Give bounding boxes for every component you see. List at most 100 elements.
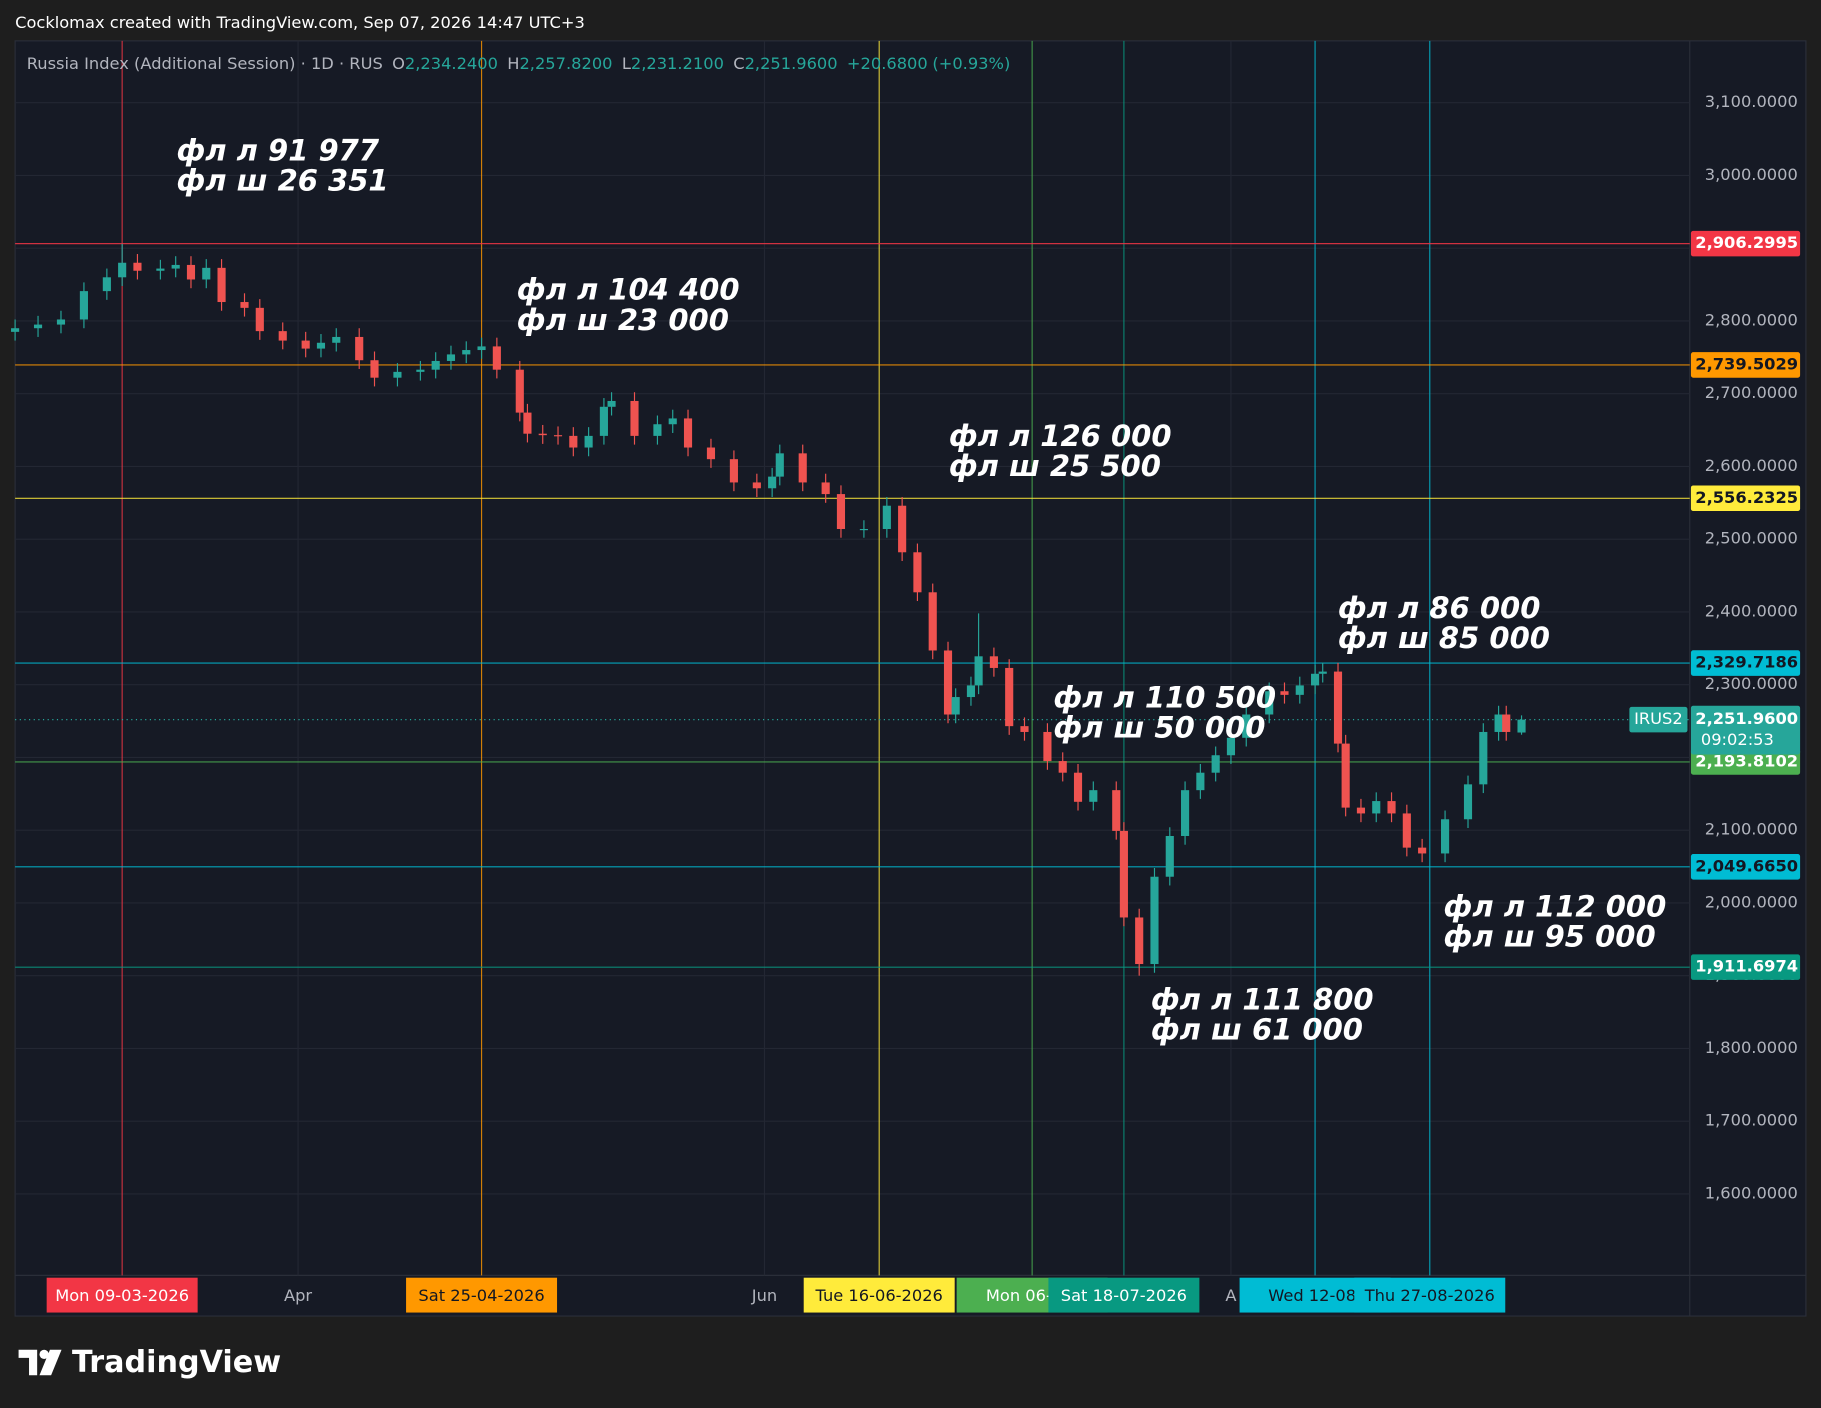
- y-tick-label: 2,700.0000: [1705, 383, 1798, 402]
- date-label-box: [1354, 1277, 1506, 1313]
- y-tick-label: 1,700.0000: [1705, 1111, 1798, 1130]
- candle-body: [1418, 847, 1427, 854]
- candle-body: [1226, 737, 1236, 756]
- candle-body: [798, 453, 807, 483]
- candle-body: [569, 435, 578, 448]
- candle-body: [1112, 790, 1121, 831]
- candle-body: [1135, 917, 1144, 965]
- candle-body: [156, 268, 165, 271]
- x-tick-label: A: [1225, 1286, 1236, 1305]
- candle-body: [1494, 714, 1503, 732]
- candle-body: [1356, 807, 1366, 814]
- candle-body: [492, 346, 501, 370]
- candle-body: [1089, 790, 1098, 802]
- annotation: фл ш 95 000: [1444, 920, 1656, 954]
- level-label: 2,556.2325: [1695, 488, 1798, 507]
- symbol-tag: IRUS2: [1634, 709, 1683, 728]
- candle-body: [1372, 801, 1381, 814]
- candle-body: [1280, 691, 1289, 695]
- x-tick-label: Thu 27-08-2026: [1364, 1286, 1495, 1305]
- candle-body: [584, 435, 593, 448]
- candle-body: [118, 262, 127, 278]
- logo-shape: [39, 1349, 62, 1376]
- candle-body: [171, 264, 180, 269]
- candle-body: [332, 336, 341, 343]
- annotation: фл ш 85 000: [1338, 621, 1550, 655]
- date-label-box: [803, 1277, 955, 1313]
- annotation: фл ш 50 000: [1053, 711, 1265, 745]
- candle-body: [79, 291, 88, 320]
- x-tick-label: Jun: [751, 1286, 777, 1305]
- x-tick-label: Sat 18-07-2026: [1061, 1286, 1187, 1305]
- candle-body: [1119, 830, 1128, 918]
- change-pct: (+0.93%): [932, 54, 1010, 73]
- level-label-box: [1690, 749, 1801, 775]
- candle-body: [1211, 755, 1220, 773]
- level-label: 2,329.7186: [1695, 653, 1798, 672]
- annotation: фл л 91 977: [177, 133, 380, 167]
- candle-body: [729, 459, 738, 483]
- countdown: 09:02:53: [1701, 730, 1774, 749]
- annotation: фл ш 23 000: [517, 303, 729, 337]
- candle-body: [1341, 743, 1350, 808]
- candle-body: [1333, 671, 1343, 744]
- chart-frame: [14, 40, 1807, 1317]
- chart-title: Cocklomax created with TradingView.com, …: [15, 13, 585, 32]
- candle-body: [477, 346, 486, 351]
- candle-body: [370, 360, 379, 378]
- candle-body: [355, 336, 364, 361]
- candle-body: [33, 324, 43, 329]
- candle-body: [1265, 691, 1274, 715]
- candle-body: [607, 400, 616, 407]
- level-label: 2,049.6650: [1695, 856, 1798, 875]
- candle-body: [1242, 714, 1251, 738]
- y-tick-label: 2,300.0000: [1705, 674, 1798, 693]
- candle-body: [11, 328, 20, 332]
- ohlc-value: 2,231.2100: [631, 54, 724, 73]
- level-label: 2,906.2995: [1695, 233, 1798, 252]
- candle-body: [706, 447, 716, 460]
- candle-body: [255, 307, 264, 332]
- candle-body: [202, 267, 211, 280]
- candle-body: [301, 340, 310, 349]
- date-label-box: [46, 1277, 198, 1313]
- candle-body: [56, 319, 66, 325]
- candle-body: [974, 656, 983, 686]
- candle-body: [913, 552, 922, 593]
- candle-body: [668, 418, 677, 425]
- candle-body: [316, 342, 326, 349]
- y-tick-label: 1,600.0000: [1705, 1183, 1798, 1202]
- level-label: 2,193.8102: [1695, 751, 1798, 770]
- candle-body: [278, 331, 287, 341]
- candle-body: [1295, 685, 1304, 695]
- last-price-label: 2,251.9600: [1695, 709, 1798, 728]
- candle-body: [1318, 671, 1327, 674]
- candle-body: [1196, 772, 1205, 791]
- candle-body: [1005, 667, 1014, 727]
- ohlc-value: 2,234.2400: [405, 54, 498, 73]
- level-label-box: [1690, 352, 1801, 378]
- candle-body: [943, 650, 953, 715]
- candle-body: [431, 360, 440, 370]
- candle-body: [1181, 790, 1190, 836]
- y-tick-label: 2,600.0000: [1705, 456, 1798, 475]
- y-tick-label: 3,000.0000: [1705, 165, 1798, 184]
- candle-body: [1150, 876, 1159, 965]
- candle-body: [515, 369, 524, 413]
- candle-body: [240, 302, 249, 308]
- ohlc-key: H: [507, 54, 519, 73]
- x-tick-label: Tue 16-06-2026: [815, 1286, 943, 1305]
- ohlc-key: L: [622, 54, 631, 73]
- x-tick-label: Sat 25-04-2026: [418, 1286, 544, 1305]
- candle-body: [1502, 714, 1511, 732]
- level-label-box: [1690, 485, 1801, 512]
- candle-body: [859, 529, 868, 531]
- level-label-box: [1690, 650, 1801, 676]
- candle-body: [1043, 731, 1052, 762]
- candle-body: [462, 350, 471, 355]
- candle-body: [186, 264, 196, 280]
- ohlc-key: C: [733, 54, 744, 73]
- candle-body: [768, 476, 777, 489]
